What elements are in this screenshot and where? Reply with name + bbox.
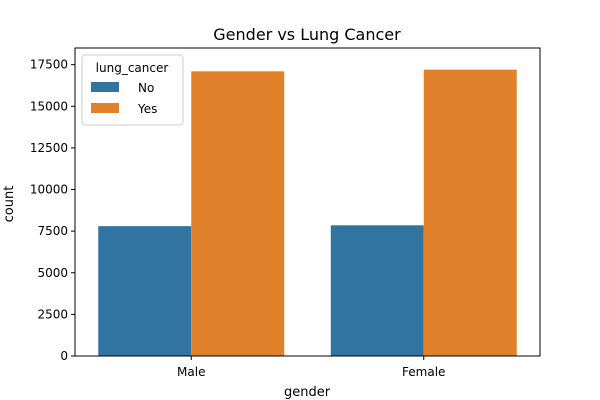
x-tick-label: Female [402,365,445,379]
y-tick-label: 15000 [30,99,68,113]
x-tick-label: Male [177,365,205,379]
y-tick-label: 10000 [30,183,68,197]
legend: lung_cancer No Yes [81,54,184,126]
x-axis-label: gender [284,385,331,400]
y-tick-label: 0 [60,349,68,363]
plot-area: Male Female 0 2500 5000 7500 10000 12500 15000 17… [30,47,541,379]
legend-label-no: No [138,81,154,95]
legend-swatch-yes [91,103,119,113]
legend-title: lung_cancer [96,61,169,75]
bar-female-no [330,225,424,356]
legend-swatch-no [91,82,119,92]
y-tick-label: 5000 [37,266,68,280]
y-tick-label: 17500 [30,58,68,72]
y-tick-label: 7500 [37,224,68,238]
bar-female-yes [423,69,517,356]
plot-frame [74,47,541,357]
bar-male-no [98,226,192,356]
y-tick-label: 2500 [37,307,68,321]
legend-label-yes: Yes [137,102,157,116]
chart-title: Gender vs Lung Cancer [213,25,401,44]
y-tick-label: 12500 [30,141,68,155]
y-axis-label: count [2,186,17,223]
bar-male-yes [191,71,285,356]
